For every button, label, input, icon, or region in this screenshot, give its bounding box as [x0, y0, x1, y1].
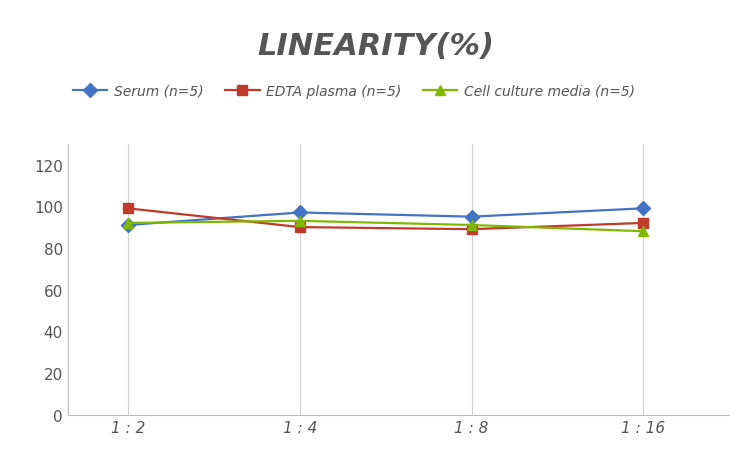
Cell culture media (n=5) — [639, 229, 648, 235]
Serum (n=5) — [639, 206, 648, 212]
EDTA plasma (n=5) — [639, 221, 648, 226]
Legend: Serum (n=5), EDTA plasma (n=5), Cell culture media (n=5): Serum (n=5), EDTA plasma (n=5), Cell cul… — [67, 79, 641, 104]
Line: EDTA plasma (n=5): EDTA plasma (n=5) — [123, 204, 648, 235]
Line: Cell culture media (n=5): Cell culture media (n=5) — [123, 216, 648, 237]
Cell culture media (n=5) — [467, 223, 476, 228]
EDTA plasma (n=5) — [467, 227, 476, 232]
Cell culture media (n=5) — [123, 221, 132, 226]
Serum (n=5) — [296, 210, 305, 216]
EDTA plasma (n=5) — [296, 225, 305, 230]
Serum (n=5) — [123, 223, 132, 228]
Text: LINEARITY(%): LINEARITY(%) — [257, 32, 495, 60]
Serum (n=5) — [467, 215, 476, 220]
EDTA plasma (n=5) — [123, 206, 132, 212]
Cell culture media (n=5) — [296, 219, 305, 224]
Line: Serum (n=5): Serum (n=5) — [123, 204, 648, 230]
